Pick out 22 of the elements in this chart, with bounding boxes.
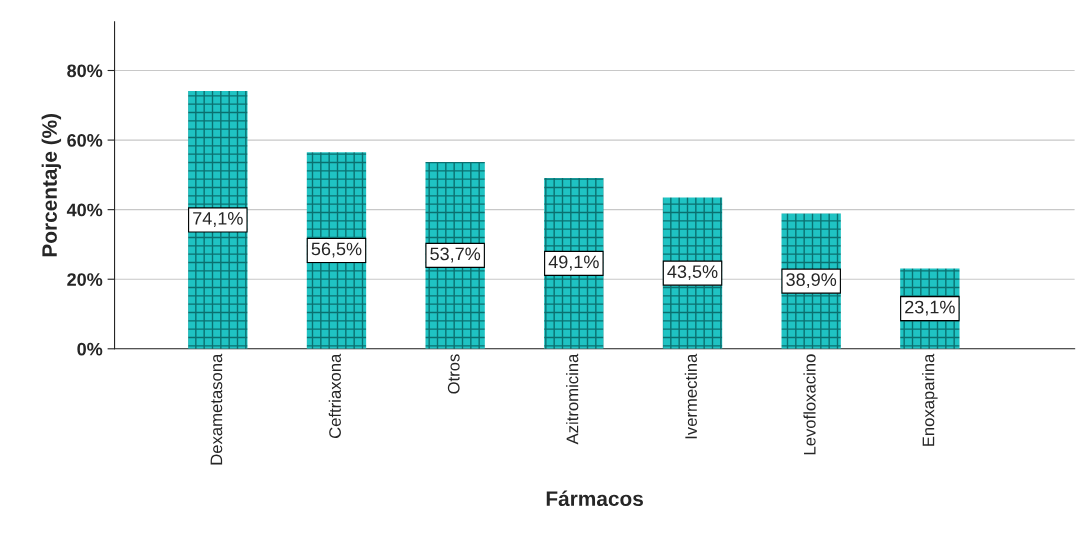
x-tick-label: Enoxaparina <box>922 353 938 446</box>
y-tick-label: 40% <box>66 203 103 217</box>
x-tick-label: Dexametasona <box>210 353 223 465</box>
x-tick-label: Ivermectina <box>684 353 697 439</box>
data-label: 38,9% <box>786 273 837 289</box>
x-tick-label: Otros <box>447 354 460 394</box>
x-tick-label: Levofloxacino <box>803 354 816 455</box>
x-axis-title: Fármacos <box>546 490 643 507</box>
y-axis-title: Porcentaje (%) <box>41 113 62 257</box>
data-label: 43,5% <box>667 265 718 281</box>
data-label: 49,1% <box>548 255 599 271</box>
y-tick-label: 20% <box>67 273 103 286</box>
y-tick-label: 80% <box>67 64 103 78</box>
x-tick-label: Ceftriaxona <box>328 353 341 439</box>
bar <box>188 91 248 349</box>
data-label: 74,1% <box>193 212 243 227</box>
data-label: 53,7% <box>430 247 481 263</box>
x-tick-label: Azitromicina <box>566 353 579 445</box>
data-label: 23,1% <box>905 300 955 316</box>
data-label: 56,5% <box>311 242 362 258</box>
y-tick-label: 60% <box>67 134 103 147</box>
y-tick-label: 0% <box>77 342 103 356</box>
